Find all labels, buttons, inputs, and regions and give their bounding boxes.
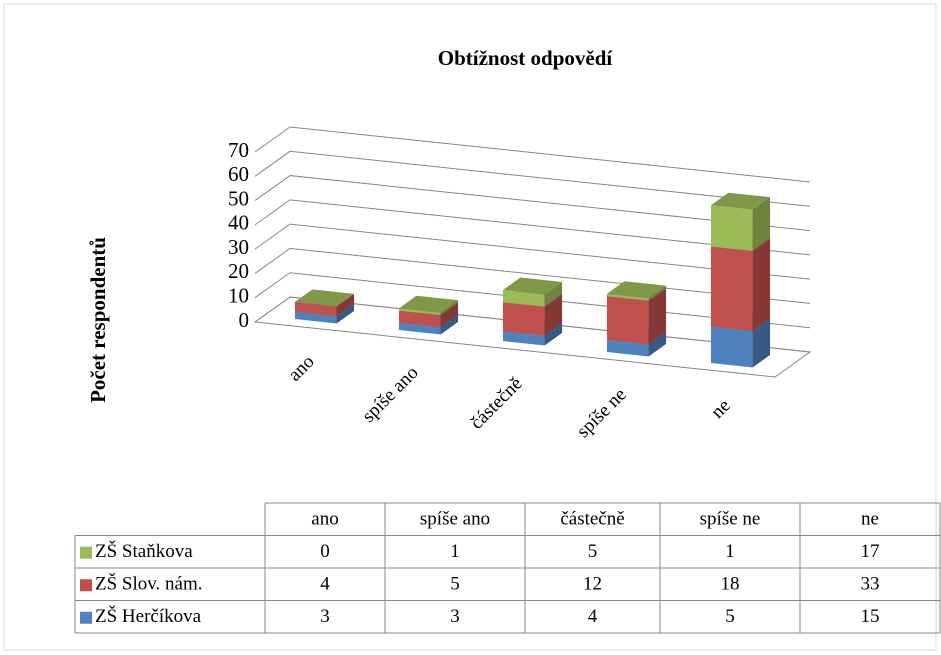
- bar-side: [544, 294, 563, 336]
- y-tick-label: 60: [228, 162, 249, 186]
- table-header: ne: [861, 509, 879, 530]
- table-value: 5: [725, 606, 735, 627]
- bar-front: [502, 331, 545, 346]
- y-tick-label: 30: [228, 235, 249, 259]
- chart-border: [3, 3, 937, 651]
- y-tick-label: 20: [228, 259, 249, 283]
- bar-segment: [502, 277, 563, 307]
- table-header: spíše ne: [700, 509, 761, 530]
- bar-front: [398, 322, 441, 335]
- y-tick-label: 70: [228, 138, 249, 162]
- legend-label: ZŠ Slov. nám.: [95, 573, 203, 595]
- table-header: částečně: [560, 509, 624, 530]
- legend-label: ZŠ Herčíkova: [95, 605, 202, 627]
- bar-top: [502, 277, 563, 295]
- table-value: 5: [450, 574, 460, 595]
- y-tick-label: 40: [228, 211, 249, 235]
- grid-line: [254, 199, 811, 256]
- table-value: 3: [450, 606, 460, 627]
- bar-side: [440, 300, 459, 316]
- table-value: 17: [861, 541, 880, 562]
- chart-title: Obtížnost odpovědí: [438, 46, 614, 70]
- bar-segment: [710, 192, 771, 251]
- table-header: ano: [311, 509, 338, 530]
- grid-line: [254, 126, 811, 183]
- table-value: 0: [320, 541, 330, 562]
- y-tick-label: 50: [228, 186, 249, 210]
- y-tick-label: 0: [239, 308, 250, 332]
- bar-top: [294, 289, 355, 307]
- legend-swatch: [80, 546, 92, 559]
- bar-front: [502, 290, 545, 307]
- legend-label: ZŠ Staňkova: [95, 540, 193, 562]
- bar-side: [440, 314, 459, 335]
- grid-line: [254, 175, 811, 232]
- bar-side: [648, 331, 667, 357]
- bar-front: [398, 308, 441, 316]
- bar-front: [606, 293, 649, 301]
- table-value: 3: [320, 606, 330, 627]
- bar-side: [336, 293, 355, 317]
- table-value: 18: [721, 574, 740, 595]
- bar-front: [606, 296, 649, 345]
- bar-side: [648, 285, 667, 301]
- table-value: 33: [861, 574, 880, 595]
- bar-front: [710, 205, 753, 251]
- table-value: 1: [450, 541, 460, 562]
- table-header: spíše ano: [420, 509, 490, 530]
- bar-segment: [398, 295, 459, 316]
- table-value: 4: [320, 574, 330, 595]
- bar-side: [752, 197, 771, 251]
- bar-front: [398, 310, 441, 328]
- bar-side: [544, 281, 563, 307]
- bar-side: [752, 238, 771, 332]
- bar-front: [294, 302, 337, 317]
- table-value: 4: [588, 606, 598, 627]
- bar-front: [606, 339, 649, 357]
- table-value: 1: [725, 541, 735, 562]
- bar-front: [710, 326, 753, 368]
- legend-swatch: [80, 579, 92, 592]
- table-value: 5: [588, 541, 598, 562]
- legend-swatch: [80, 611, 92, 624]
- grid-line: [254, 223, 811, 280]
- table-value: 12: [583, 574, 602, 595]
- bar-side: [648, 288, 667, 345]
- table-value: 15: [861, 606, 880, 627]
- y-tick-label: 10: [228, 284, 249, 308]
- bar-top: [606, 281, 667, 299]
- bar-side: [544, 323, 563, 346]
- bar-side: [440, 302, 459, 328]
- bar-top: [710, 192, 771, 210]
- bar-front: [502, 302, 545, 336]
- bar-segment: [606, 281, 667, 301]
- bar-top: [398, 295, 459, 313]
- y-axis-label: Počet respondentů: [86, 237, 110, 403]
- bar-side: [336, 303, 355, 324]
- bar-segment: [294, 289, 355, 307]
- grid-line: [254, 150, 811, 207]
- bar-front: [710, 246, 753, 332]
- bar-side: [752, 318, 771, 368]
- bar-front: [294, 311, 337, 324]
